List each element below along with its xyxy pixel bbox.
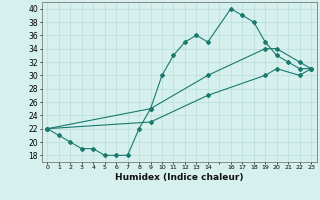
X-axis label: Humidex (Indice chaleur): Humidex (Indice chaleur) xyxy=(115,173,244,182)
